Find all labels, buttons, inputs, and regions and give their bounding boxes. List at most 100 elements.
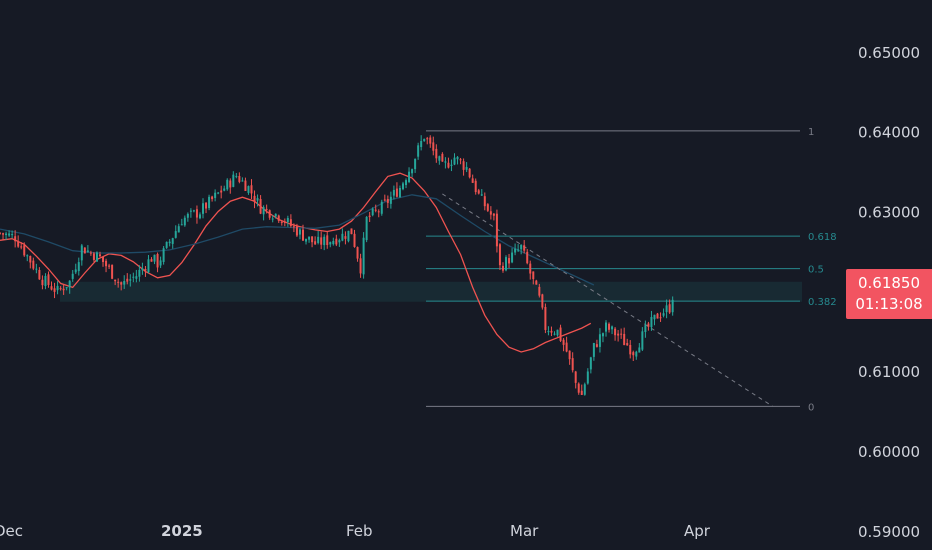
candle-body xyxy=(62,288,65,291)
candle-body xyxy=(262,207,265,215)
candle-body xyxy=(459,159,462,161)
candle-body xyxy=(565,342,568,352)
candle-body xyxy=(174,231,177,238)
candle-body xyxy=(662,313,665,316)
price-tick-label: 0.65000 xyxy=(858,44,920,62)
price-tick-label: 0.61000 xyxy=(858,363,920,381)
candle-body xyxy=(147,259,150,273)
candle-body xyxy=(223,188,226,191)
candle-body xyxy=(41,279,44,286)
candle-body xyxy=(598,334,601,347)
candle-body xyxy=(83,247,86,254)
candle-body xyxy=(626,343,629,346)
candle-body xyxy=(183,217,186,226)
candle-body xyxy=(574,371,577,383)
candle-body xyxy=(2,233,5,235)
candle-body xyxy=(250,185,253,194)
moving-average-line xyxy=(0,172,592,353)
candle-body xyxy=(117,281,120,283)
candle-body xyxy=(0,232,1,234)
candle-body xyxy=(241,180,244,182)
candle-body xyxy=(405,180,408,185)
candle-body xyxy=(186,213,189,218)
candle-body xyxy=(659,317,662,319)
candle-body xyxy=(198,214,201,219)
candle-body xyxy=(305,238,308,242)
candle-body xyxy=(377,211,380,213)
candle-body xyxy=(53,288,56,292)
candle-body xyxy=(623,333,626,346)
candle-body xyxy=(356,247,359,259)
candle-body xyxy=(562,339,565,345)
candle-body xyxy=(471,178,474,183)
candle-body xyxy=(74,269,77,273)
candle-body xyxy=(132,276,135,278)
candle-body xyxy=(195,209,198,218)
candle-body xyxy=(383,199,386,201)
candle-body xyxy=(468,168,471,178)
candle-body xyxy=(611,326,614,330)
candle-body xyxy=(395,188,398,197)
candle-body xyxy=(483,196,486,207)
candle-body xyxy=(44,275,47,287)
candle-body xyxy=(341,233,344,241)
candle-body xyxy=(498,244,501,266)
candle-body xyxy=(180,224,183,226)
candle-body xyxy=(302,229,304,241)
candle-body xyxy=(417,145,420,157)
candle-body xyxy=(359,258,362,274)
candle-body xyxy=(465,166,468,170)
candle-body xyxy=(526,251,529,264)
candle-body xyxy=(601,333,604,337)
candle-body xyxy=(380,201,383,214)
candle-body xyxy=(295,226,298,236)
fib-level-label: 0.5 xyxy=(808,265,824,276)
last-price-value: 0.61850 xyxy=(857,274,921,292)
candle-body xyxy=(571,358,574,371)
candle-body xyxy=(577,383,580,393)
candle-body xyxy=(608,323,611,330)
candle-body xyxy=(517,249,520,251)
candle-body xyxy=(32,260,35,269)
candle-body xyxy=(59,288,62,290)
candle-body xyxy=(486,204,489,211)
candle-body xyxy=(177,226,180,233)
candle-body xyxy=(514,248,517,253)
candle-body xyxy=(289,219,292,226)
candle-body xyxy=(38,269,41,280)
candle-body xyxy=(605,322,607,332)
candle-body xyxy=(392,189,395,196)
candle-body xyxy=(265,208,268,210)
candle-body xyxy=(89,252,92,254)
candle-body xyxy=(247,186,250,193)
candle-body xyxy=(477,190,480,194)
candle-body xyxy=(638,347,641,353)
candle-body xyxy=(426,138,429,140)
candle-body xyxy=(329,242,332,245)
fib-level-label: 0 xyxy=(808,402,814,413)
candle-body xyxy=(298,229,301,235)
candle-body xyxy=(647,323,650,327)
candle-body xyxy=(308,236,311,240)
candle-body xyxy=(153,254,156,262)
support-zone xyxy=(60,281,802,302)
candle-body xyxy=(589,357,592,370)
candle-body xyxy=(592,343,595,357)
candle-body xyxy=(126,278,129,282)
candle-body xyxy=(274,213,277,217)
candle-body xyxy=(353,233,356,247)
candle-body xyxy=(144,268,147,271)
candle-body xyxy=(398,187,401,198)
candle-body xyxy=(286,218,289,223)
candle-body xyxy=(92,253,95,260)
candle-body xyxy=(532,271,535,280)
time-tick-label: Dec xyxy=(0,522,23,540)
candle-body xyxy=(102,256,105,262)
candle-body xyxy=(47,274,50,285)
candle-body xyxy=(338,240,341,243)
fib-level-label: 0.382 xyxy=(808,297,837,308)
candle-body xyxy=(95,252,98,262)
candle-body xyxy=(671,299,674,313)
